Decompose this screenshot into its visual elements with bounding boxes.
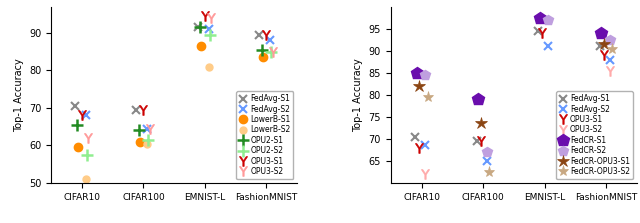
OPU2-S2 [145,138,152,141]
Line: OPU2-S2: OPU2-S2 [81,29,277,160]
Line: FedCR-S1: FedCR-S1 [410,11,607,105]
FedAvg-S1 [255,33,263,36]
FedCR-S2 [421,74,429,76]
FedCR-S2 [545,19,552,21]
FedCR-OPU3-S1 [477,122,484,125]
OPU2-S1 [73,123,81,126]
LowerB-S1 [259,56,267,59]
OPU3-S1 [78,114,86,117]
Line: FedAvg-S1: FedAvg-S1 [411,27,604,145]
Legend: FedAvg-S1, FedAvg-S2, LowerB-S1, LowerB-S2, OPU2-S1, OPU2-S2, OPU3-S1, OPU3-S2: FedAvg-S1, FedAvg-S2, LowerB-S1, LowerB-… [236,91,293,179]
LowerB-S1 [74,146,82,149]
FedCR-S1 [413,71,420,74]
OPU3-S2 [146,127,154,130]
FedCR-S1 [597,32,605,34]
FedAvg-S1 [473,140,481,142]
Line: OPU3-S2: OPU3-S2 [420,66,614,179]
Line: LowerB-S2: LowerB-S2 [82,63,212,183]
OPU2-S1 [258,48,266,51]
FedCR-S2 [606,38,614,41]
OPU3-S1 [201,15,209,17]
OPU2-S2 [268,50,275,53]
FedCR-OPU3-S2 [424,96,431,98]
FedAvg-S1 [412,135,419,138]
Line: OPU2-S1: OPU2-S1 [72,22,267,136]
OPU3-S2 [606,69,614,72]
FedAvg-S2 [266,39,274,42]
LowerB-S2 [82,178,90,180]
FedAvg-S2 [606,58,614,61]
FedCR-OPU3-S1 [600,43,607,45]
Line: FedAvg-S1: FedAvg-S1 [70,23,263,114]
OPU3-S2 [269,50,276,53]
FedCR-S2 [483,151,490,153]
OPU3-S1 [415,146,423,149]
OPU2-S2 [83,153,91,156]
Line: FedCR-OPU3-S2: FedCR-OPU3-S2 [422,43,618,178]
OPU3-S1 [600,54,607,56]
Y-axis label: Top-1 Accuracy: Top-1 Accuracy [353,58,363,132]
Line: FedCR-S2: FedCR-S2 [420,15,614,157]
LowerB-S1 [198,45,205,47]
FedAvg-S2 [483,159,490,162]
OPU2-S1 [134,129,142,132]
FedAvg-S1 [71,105,79,107]
OPU3-S2 [421,173,429,175]
FedCR-S1 [474,98,482,101]
OPU3-S1 [262,33,270,36]
FedCR-OPU3-S2 [485,171,493,173]
FedAvg-S2 [545,45,552,48]
Line: OPU3-S2: OPU3-S2 [83,13,278,143]
FedAvg-S2 [205,28,212,31]
Line: FedCR-OPU3-S1: FedCR-OPU3-S1 [413,38,610,130]
Line: OPU3-S1: OPU3-S1 [414,28,609,153]
LowerB-S2 [143,142,151,145]
OPU3-S1 [477,140,484,142]
FedCR-OPU3-S1 [415,85,423,87]
OPU3-S2 [84,136,92,139]
FedAvg-S1 [534,30,542,32]
LowerB-S1 [136,140,143,143]
Line: FedAvg-S2: FedAvg-S2 [81,25,275,133]
FedAvg-S1 [132,108,140,111]
Line: LowerB-S1: LowerB-S1 [74,42,267,151]
FedAvg-S1 [194,26,202,29]
FedAvg-S2 [143,127,151,130]
FedAvg-S2 [421,144,429,147]
FedCR-OPU3-S2 [609,47,616,50]
OPU3-S1 [140,108,147,111]
LowerB-S2 [205,65,212,68]
FedAvg-S1 [596,45,604,48]
Line: OPU3-S1: OPU3-S1 [77,11,271,120]
OPU2-S1 [196,26,204,29]
Y-axis label: Top-1 Accuracy: Top-1 Accuracy [13,58,24,132]
OPU2-S2 [206,33,214,36]
Legend: FedAvg-S1, FedAvg-S2, OPU3-S1, OPU3-S2, FedCR-S1, FedCR-S2, FedCR-OPU3-S1, FedCR: FedAvg-S1, FedAvg-S2, OPU3-S1, OPU3-S2, … [556,91,633,179]
FedAvg-S2 [82,114,90,117]
OPU3-S2 [207,17,215,19]
OPU3-S1 [538,32,546,34]
Line: FedAvg-S2: FedAvg-S2 [421,42,614,165]
FedCR-S1 [536,16,543,19]
